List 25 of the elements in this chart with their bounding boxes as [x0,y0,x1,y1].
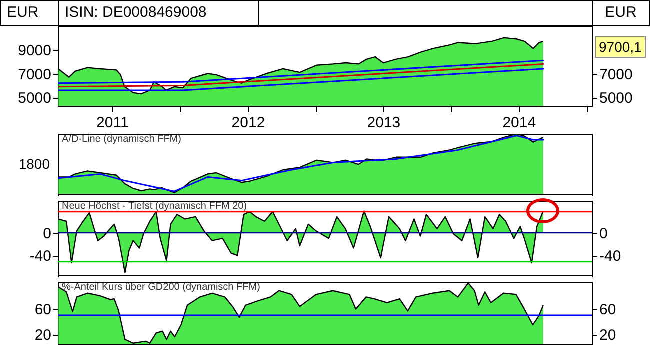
y2-tick-label: 7000 [600,66,633,84]
y2-tick-label: 60 [600,302,616,319]
chart-title: %-Anteil Kurs über GD200 (dynamisch FFM) [62,282,260,293]
y2-tick-label: -40 [600,248,622,266]
y2-tick-label: 5000 [600,90,633,108]
y2-tick-label: 20 [600,327,616,344]
y2-axis-title: EUR [592,1,649,25]
y2-tick-label: 0 [600,225,608,242]
x-tick-label: 2011 [96,114,129,132]
y-axis-title: EUR [1,1,59,25]
text: 1800 [18,156,50,172]
y-tick-label: 7000 [18,66,52,84]
text: 9700,1 [595,36,646,58]
y-tick-label: 20 [34,327,52,344]
x-tick-label: 2013 [367,114,401,132]
chart-title: A/D-Line (dynamisch FFM) [62,134,182,145]
y-tick-label: 0 [43,225,52,242]
x-tick-label: 2012 [232,114,266,132]
y-tick-label: 60 [34,302,52,319]
x-tick-label: 2014 [502,114,536,132]
y-tick-label: 5000 [18,90,52,108]
chart-title: Neue Höchst - Tiefst (dynamisch FFM 20) [62,201,248,212]
chart-title: ISIN: DE0008469008 [59,1,259,25]
y-tick-label: 9000 [18,42,52,60]
y-tick-label: -40 [30,248,52,266]
